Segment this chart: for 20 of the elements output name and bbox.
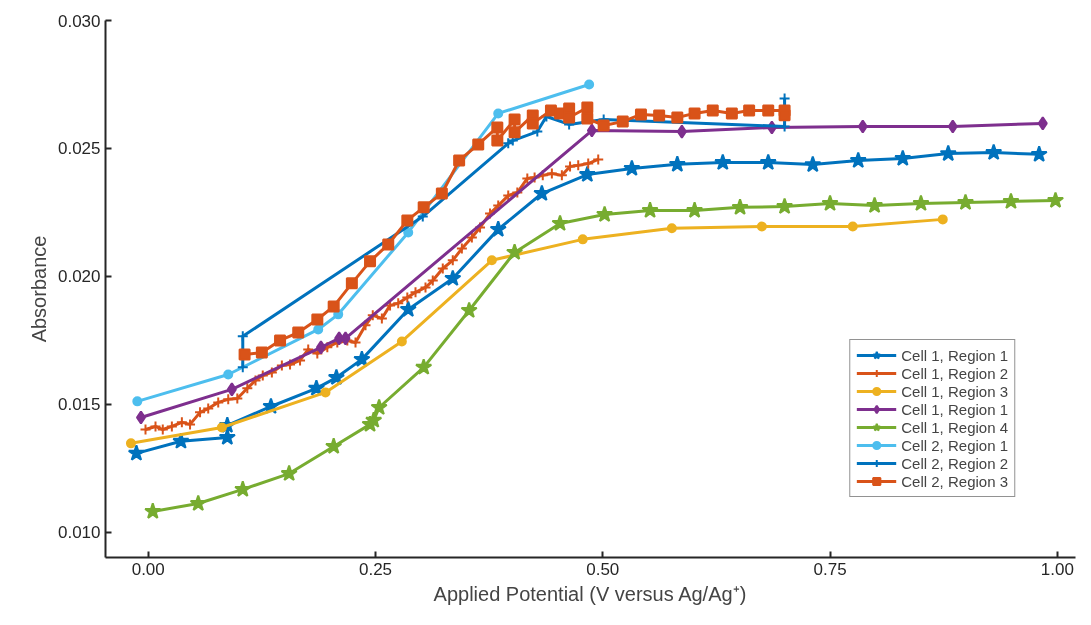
y-tick-label: 0.015 — [57, 395, 101, 415]
x-tick-label: 1.00 — [1040, 559, 1074, 579]
legend-label: Cell 2, Region 2 — [901, 454, 1008, 472]
legend-label: Cell 2, Region 1 — [901, 436, 1008, 454]
y-tick-label: 0.025 — [57, 139, 101, 159]
y-axis-title: Absorbance — [27, 235, 50, 343]
legend-label: Cell 1, Region 1 — [901, 346, 1008, 364]
legend-label: Cell 1, Region 3 — [901, 382, 1008, 400]
legend-label: Cell 1, Region 1 — [901, 400, 1008, 418]
x-tick-label: 0.50 — [586, 559, 620, 579]
legend-label: Cell 1, Region 2 — [901, 364, 1008, 382]
legend-label: Cell 1, Region 4 — [901, 418, 1008, 436]
x-tick-label: 0.00 — [131, 559, 165, 579]
legend-label: Cell 2, Region 3 — [901, 472, 1008, 490]
x-tick-label: 0.75 — [813, 559, 847, 579]
y-tick-label: 0.010 — [57, 523, 101, 543]
y-tick-label: 0.020 — [57, 267, 101, 287]
x-axis-title: Applied Potential (V versus Ag/Ag⁺) — [433, 582, 747, 605]
y-tick-label: 0.030 — [57, 11, 101, 31]
x-tick-label: 0.25 — [358, 559, 393, 579]
